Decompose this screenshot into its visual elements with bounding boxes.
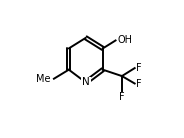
- Text: OH: OH: [118, 35, 133, 45]
- Text: F: F: [119, 92, 125, 102]
- Text: Me: Me: [36, 74, 50, 84]
- Text: N: N: [82, 77, 90, 87]
- Text: F: F: [136, 63, 141, 73]
- Text: F: F: [136, 79, 141, 88]
